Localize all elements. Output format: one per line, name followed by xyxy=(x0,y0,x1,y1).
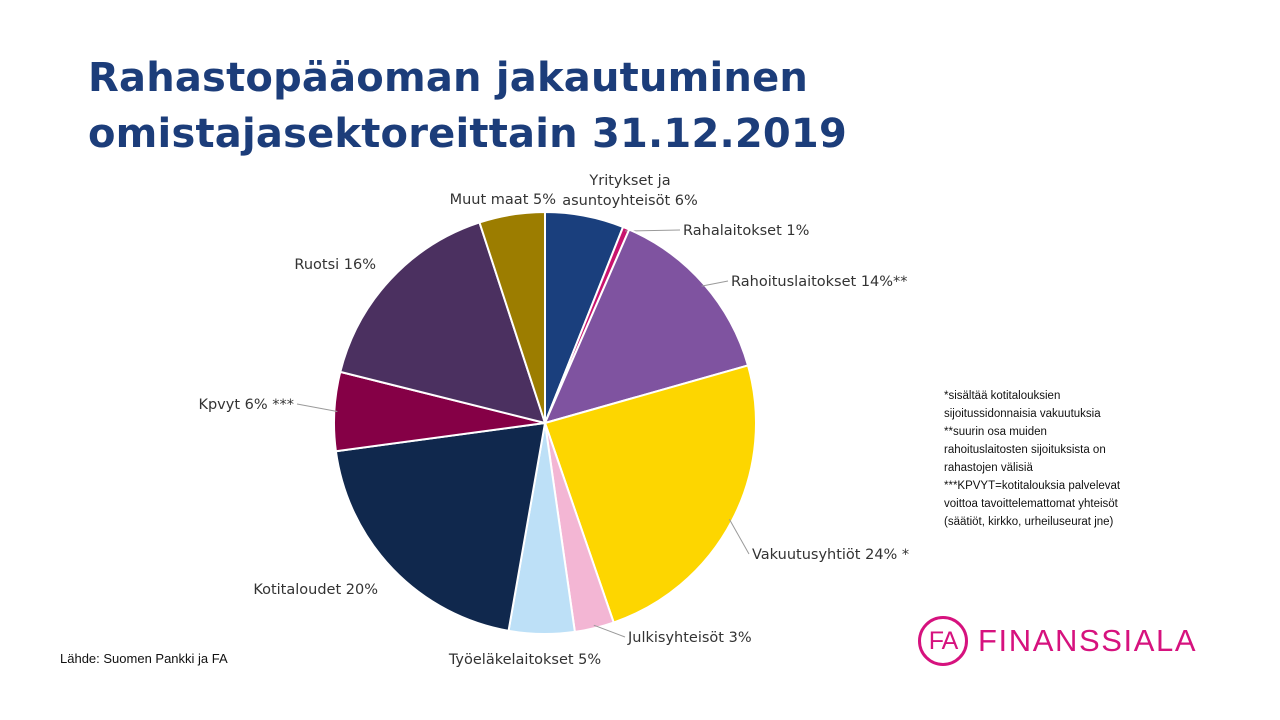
leader-line xyxy=(701,280,729,287)
slice-label: Kotitaloudet 20% xyxy=(253,582,378,598)
pie-slice xyxy=(478,211,546,424)
pie-slice xyxy=(544,228,749,424)
footnotes: *sisältää kotitalouksien sijoitussidonna… xyxy=(944,387,1174,531)
footnote-line: *sisältää kotitalouksien xyxy=(944,390,1061,402)
title-line-1: Rahastopääoman jakautuminen xyxy=(88,55,809,101)
footnote-line: **suurin osa muiden xyxy=(944,426,1047,438)
slice-label: Julkisyhteisöt 3% xyxy=(627,630,752,646)
pie-slice xyxy=(339,221,546,424)
pie-slice xyxy=(544,364,757,624)
footnote-line: voittoa tavoittelemattomat yhteisöt xyxy=(944,498,1118,510)
page-title: Rahastopääoman jakautuminen omistajasekt… xyxy=(88,50,847,162)
leader-line xyxy=(593,624,626,638)
slice-label: Rahalaitokset 1% xyxy=(683,223,809,239)
footnote-line: rahoituslaitosten sijoituksista on xyxy=(944,444,1106,456)
slice-label: Työeläkelaitokset 5% xyxy=(448,652,601,668)
slice-label: Kpvyt 6% *** xyxy=(198,397,294,413)
fa-logo-icon: FA xyxy=(918,616,968,666)
footnote-line: ***KPVYT=kotitalouksia palvelevat xyxy=(944,480,1121,492)
slice-label: Yritykset ja asuntoyhteisöt 6% xyxy=(562,173,698,209)
footnote-line: (säätiöt, kirkko, urheiluseurat jne) xyxy=(944,516,1114,528)
slice-label: Ruotsi 16% xyxy=(294,257,376,273)
slice-label: Vakuutusyhtiöt 24% * xyxy=(752,547,909,563)
finanssiala-logo: FA FINANSSIALA xyxy=(918,616,1197,666)
source-note: Lähde: Suomen Pankki ja FA xyxy=(60,651,228,666)
title-line-2: omistajasektoreittain 31.12.2019 xyxy=(88,111,847,157)
leader-line xyxy=(728,519,750,555)
logo-wordmark: FINANSSIALA xyxy=(978,623,1198,658)
footnote-line: rahastojen välisiä xyxy=(944,462,1033,474)
footnote-line: sijoitussidonnaisia vakuutuksia xyxy=(944,408,1101,420)
slice-label: Rahoituslaitokset 14%** xyxy=(731,274,908,290)
pie-slice xyxy=(334,422,546,632)
slice-label: Muut maat 5% xyxy=(450,192,556,208)
leader-line xyxy=(296,403,338,412)
